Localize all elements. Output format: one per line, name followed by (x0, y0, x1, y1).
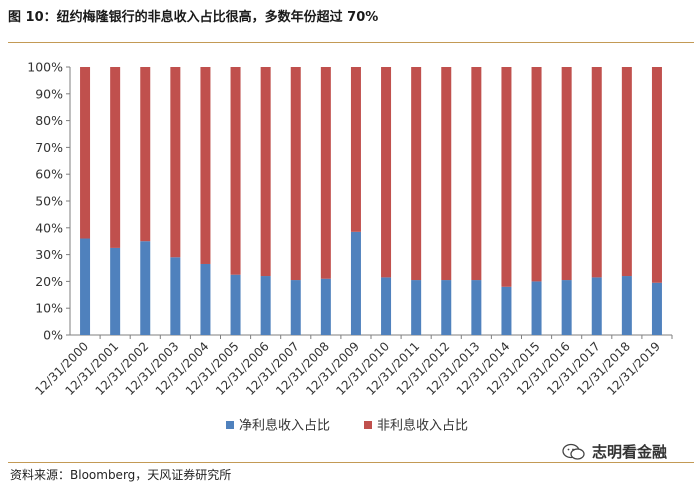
bar-non-interest (140, 67, 151, 242)
bar-net-interest (290, 280, 301, 335)
y-tick-label: 30% (35, 247, 63, 262)
bar-non-interest (381, 67, 392, 278)
bar-non-interest (320, 67, 331, 279)
wechat-icon (562, 443, 585, 460)
y-tick-label: 50% (35, 194, 63, 209)
bar-net-interest (501, 286, 512, 335)
bar-net-interest (230, 274, 241, 335)
top-divider (8, 42, 694, 43)
bar-net-interest (320, 278, 331, 335)
y-tick-label: 90% (35, 86, 63, 101)
bar-non-interest (350, 67, 361, 232)
watermark: 志明看金融 (562, 441, 667, 462)
bar-non-interest (591, 67, 602, 278)
stacked-bar-chart: 0%10%20%30%40%50%60%70%80%90%100%12/31/2… (27, 60, 673, 434)
bar-net-interest (471, 280, 482, 335)
bar-net-interest (651, 282, 662, 335)
bar-net-interest (350, 231, 361, 335)
legend-label: 净利息收入占比 (239, 418, 330, 434)
y-tick-label: 10% (35, 301, 63, 316)
bar-non-interest (621, 67, 632, 277)
bar-net-interest (110, 247, 121, 335)
bar-net-interest (621, 276, 632, 335)
bar-non-interest (110, 67, 121, 248)
y-tick-label: 20% (35, 274, 63, 289)
bar-net-interest (80, 238, 91, 335)
bar-non-interest (80, 67, 91, 239)
y-tick-label: 60% (35, 167, 63, 182)
y-tick-label: 70% (35, 140, 63, 155)
legend-swatch (364, 421, 372, 429)
bar-non-interest (411, 67, 422, 281)
watermark-text: 志明看金融 (592, 443, 668, 461)
legend-swatch (226, 421, 234, 429)
bar-non-interest (290, 67, 301, 281)
bar-net-interest (441, 280, 452, 335)
legend-label: 非利息收入占比 (377, 418, 468, 434)
bar-non-interest (441, 67, 452, 281)
chart-title: 图 10：纽约梅隆银行的非息收入占比很高，多数年份超过 70% (8, 10, 379, 25)
bar-non-interest (230, 67, 241, 275)
source-note: 资料来源：Bloomberg，天风证券研究所 (10, 468, 232, 482)
bar-net-interest (561, 280, 572, 335)
y-tick-label: 40% (35, 220, 63, 235)
bar-net-interest (260, 276, 271, 335)
bar-net-interest (381, 277, 392, 335)
bar-non-interest (260, 67, 271, 277)
bar-net-interest (170, 257, 181, 335)
bar-net-interest (411, 280, 422, 335)
bar-net-interest (591, 277, 602, 335)
bar-non-interest (501, 67, 512, 287)
bottom-divider (8, 462, 694, 463)
y-tick-label: 0% (43, 328, 63, 343)
y-tick-label: 100% (27, 60, 63, 75)
bar-non-interest (651, 67, 662, 283)
bar-net-interest (200, 263, 211, 335)
bar-non-interest (561, 67, 572, 281)
y-tick-label: 80% (35, 113, 63, 128)
bar-non-interest (471, 67, 482, 281)
bar-non-interest (531, 67, 542, 282)
bar-net-interest (531, 281, 542, 335)
bar-non-interest (170, 67, 181, 258)
bar-net-interest (140, 241, 151, 335)
bar-non-interest (200, 67, 211, 264)
